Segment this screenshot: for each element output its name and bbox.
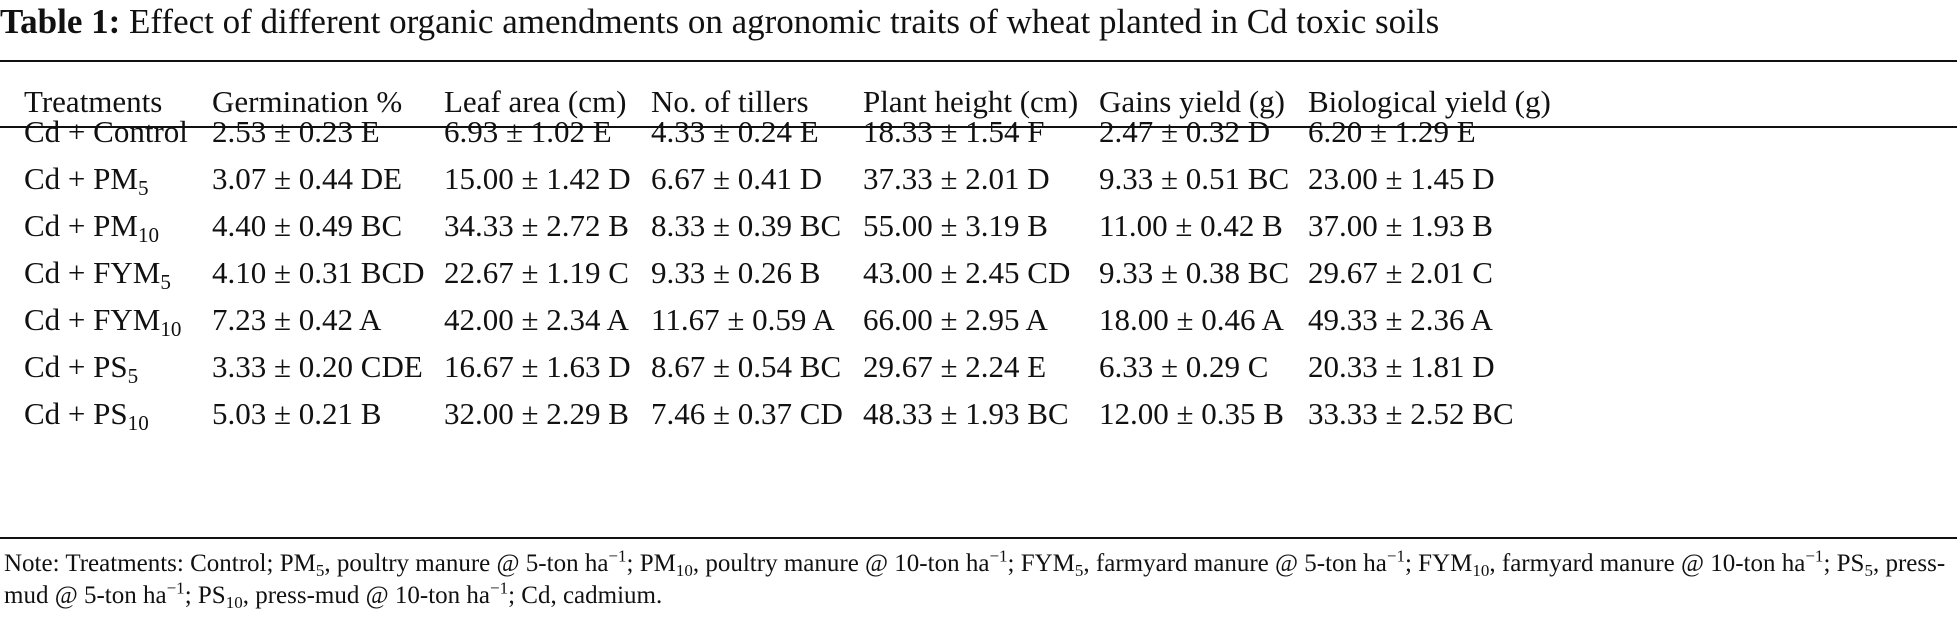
note-segment: 5 xyxy=(1864,560,1873,580)
cell-germination: 4.10 ± 0.31 BCD xyxy=(212,255,425,290)
note-segment: Note: Treatments: Control; PM xyxy=(4,550,316,577)
cell-tillers: 4.33 ± 0.24 E xyxy=(651,114,819,149)
table-top-rule xyxy=(0,60,1957,62)
cell-leaf-area: 15.00 ± 1.42 D xyxy=(444,161,631,196)
note-segment: ; FYM xyxy=(1007,550,1075,577)
cell-plant-height: 55.00 ± 3.19 B xyxy=(863,208,1048,243)
cell-grain-yield: 2.47 ± 0.32 D xyxy=(1099,114,1271,149)
cell-tillers: 8.33 ± 0.39 BC xyxy=(651,208,842,243)
cell-plant-height: 37.33 ± 2.01 D xyxy=(863,161,1050,196)
note-segment: −1 xyxy=(166,578,185,598)
table-caption-label: Table 1: xyxy=(0,2,121,41)
cell-grain-yield: 18.00 ± 0.46 A xyxy=(1099,302,1284,337)
cell-biological-yield: 37.00 ± 1.93 B xyxy=(1308,208,1493,243)
cell-grain-yield: 6.33 ± 0.29 C xyxy=(1099,349,1269,384)
cell-treatment: Cd + Control xyxy=(24,114,188,149)
cell-biological-yield: 49.33 ± 2.36 A xyxy=(1308,302,1493,337)
cell-germination: 7.23 ± 0.42 A xyxy=(212,302,382,337)
note-segment: −1 xyxy=(608,546,627,566)
header-treatments: Treatments xyxy=(24,84,163,119)
note-segment: 5 xyxy=(1074,560,1084,580)
header-leaf-area: Leaf area (cm) xyxy=(444,84,627,119)
cell-germination: 3.33 ± 0.20 CDE xyxy=(212,349,423,384)
note-segment: ; Cd, cadmium. xyxy=(508,582,663,609)
note-segment: 5 xyxy=(315,560,325,580)
cell-treatment: Cd + FYM10 xyxy=(24,302,182,341)
cell-treatment: Cd + PS5 xyxy=(24,349,139,388)
cell-plant-height: 66.00 ± 2.95 A xyxy=(863,302,1048,337)
header-plant-height: Plant height (cm) xyxy=(863,84,1079,119)
note-segment: −1 xyxy=(1386,546,1405,566)
cell-biological-yield: 29.67 ± 2.01 C xyxy=(1308,255,1493,290)
cell-germination: 3.07 ± 0.44 DE xyxy=(212,161,403,196)
cell-plant-height: 48.33 ± 1.93 BC xyxy=(863,396,1069,431)
header-grain-yield: Gains yield (g) xyxy=(1099,84,1285,119)
header-biological-yield: Biological yield (g) xyxy=(1308,84,1551,119)
note-segment: 10 xyxy=(225,592,243,612)
note-segment: ; PS xyxy=(1823,550,1865,577)
note-segment: −1 xyxy=(989,546,1008,566)
note-segment: , press-mud @ 10-ton ha xyxy=(242,582,490,609)
cell-biological-yield: 33.33 ± 2.52 BC xyxy=(1308,396,1514,431)
table-header-rule xyxy=(0,126,1957,128)
cell-biological-yield: 20.33 ± 1.81 D xyxy=(1308,349,1495,384)
cell-tillers: 9.33 ± 0.26 B xyxy=(651,255,821,290)
cell-germination: 2.53 ± 0.23 E xyxy=(212,114,380,149)
cell-plant-height: 18.33 ± 1.54 F xyxy=(863,114,1045,149)
cell-grain-yield: 9.33 ± 0.51 BC xyxy=(1099,161,1290,196)
cell-leaf-area: 22.67 ± 1.19 C xyxy=(444,255,629,290)
cell-leaf-area: 16.67 ± 1.63 D xyxy=(444,349,631,384)
cell-tillers: 6.67 ± 0.41 D xyxy=(651,161,823,196)
table-note: Note: Treatments: Control; PM5, poultry … xyxy=(4,548,1954,612)
cell-biological-yield: 6.20 ± 1.29 E xyxy=(1308,114,1476,149)
cell-treatment: Cd + PM5 xyxy=(24,161,149,200)
cell-biological-yield: 23.00 ± 1.45 D xyxy=(1308,161,1495,196)
cell-grain-yield: 12.00 ± 0.35 B xyxy=(1099,396,1284,431)
table-caption: Table 1: Effect of different organic ame… xyxy=(0,0,1957,54)
cell-germination: 5.03 ± 0.21 B xyxy=(212,396,382,431)
cell-grain-yield: 9.33 ± 0.38 BC xyxy=(1099,255,1290,290)
cell-treatment: Cd + PS10 xyxy=(24,396,149,435)
cell-leaf-area: 32.00 ± 2.29 B xyxy=(444,396,629,431)
note-segment: 10 xyxy=(1472,560,1490,580)
cell-tillers: 8.67 ± 0.54 BC xyxy=(651,349,842,384)
cell-leaf-area: 42.00 ± 2.34 A xyxy=(444,302,629,337)
note-segment: , poultry manure @ 10-ton ha xyxy=(692,550,990,577)
note-segment: −1 xyxy=(1805,546,1824,566)
note-segment: , press-mud @ 5-ton ha xyxy=(4,550,1946,609)
cell-tillers: 7.46 ± 0.37 CD xyxy=(651,396,843,431)
cell-plant-height: 29.67 ± 2.24 E xyxy=(863,349,1047,384)
header-tillers: No. of tillers xyxy=(651,84,809,119)
cell-treatment: Cd + FYM5 xyxy=(24,255,171,294)
note-segment: , farmyard manure @ 5-ton ha xyxy=(1083,550,1387,577)
note-segment: ; FYM xyxy=(1404,550,1473,577)
cell-grain-yield: 11.00 ± 0.42 B xyxy=(1099,208,1283,243)
cell-leaf-area: 34.33 ± 2.72 B xyxy=(444,208,629,243)
note-segment: , farmyard manure @ 10-ton ha xyxy=(1489,550,1806,577)
cell-tillers: 11.67 ± 0.59 A xyxy=(651,302,835,337)
cell-leaf-area: 6.93 ± 1.02 E xyxy=(444,114,612,149)
note-segment: ; PM xyxy=(626,550,676,577)
cell-treatment: Cd + PM10 xyxy=(24,208,160,247)
table-bottom-rule xyxy=(0,537,1957,539)
note-segment: −1 xyxy=(490,578,509,598)
header-germination: Germination % xyxy=(212,84,403,119)
cell-germination: 4.40 ± 0.49 BC xyxy=(212,208,403,243)
note-segment: ; PS xyxy=(184,582,226,609)
note-segment: , poultry manure @ 5-ton ha xyxy=(324,550,609,577)
note-segment: 10 xyxy=(675,560,693,580)
table-caption-text: Effect of different organic amendments o… xyxy=(129,2,1440,41)
cell-plant-height: 43.00 ± 2.45 CD xyxy=(863,255,1071,290)
